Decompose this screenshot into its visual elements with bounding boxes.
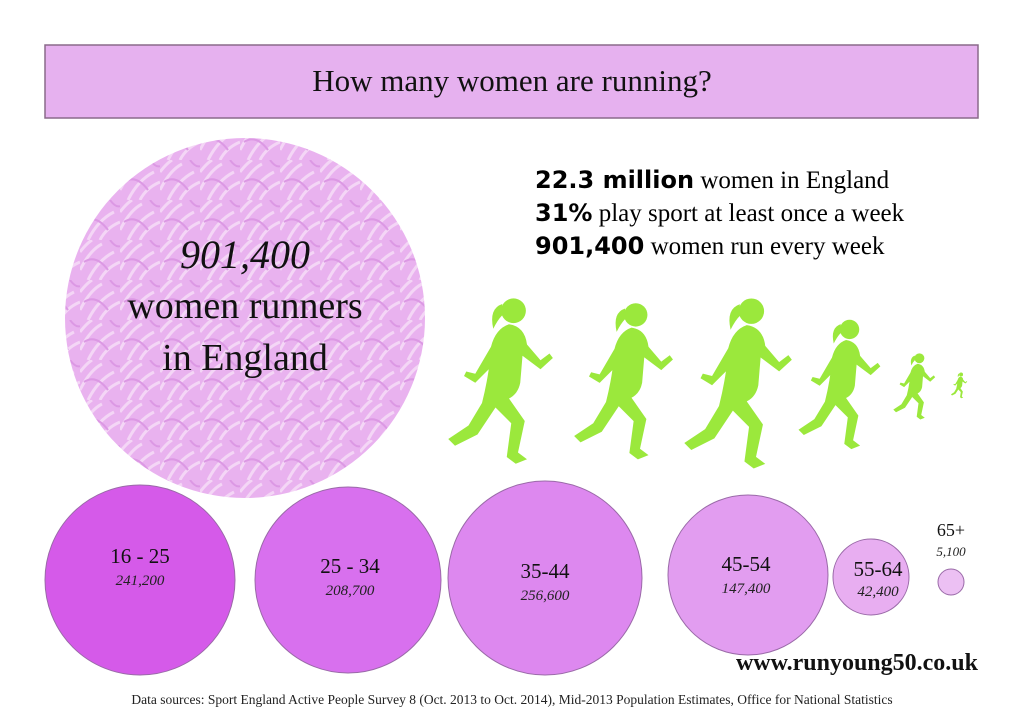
- age-circle: [937, 568, 965, 596]
- age-circle: [667, 494, 829, 656]
- age-label: 65+: [937, 520, 965, 540]
- runner-icon: [798, 319, 881, 450]
- fact: 901,400 women run every week: [535, 232, 885, 260]
- fact: 31% play sport at least once a week: [535, 199, 905, 227]
- runner-icon: [950, 372, 968, 399]
- runner-icon: [574, 303, 673, 460]
- age-circle: [44, 484, 236, 676]
- age-label: 25 - 34: [320, 554, 380, 578]
- headline-line: in England: [162, 337, 328, 379]
- age-count: 208,700: [326, 583, 375, 599]
- headline-line: women runners: [127, 285, 362, 327]
- headline-circle: [65, 138, 425, 498]
- fact-text: women run every week: [651, 233, 885, 260]
- age-count: 5,100: [936, 544, 966, 559]
- age-label: 55-64: [854, 557, 903, 581]
- age-count: 42,400: [857, 584, 899, 600]
- fact-bold: 901,400: [535, 232, 644, 260]
- website: www.runyoung50.co.uk: [736, 650, 979, 676]
- age-circle: [447, 480, 643, 676]
- age-label: 35-44: [521, 559, 570, 583]
- age-circle: [832, 538, 910, 616]
- age-count: 147,400: [722, 581, 771, 597]
- age-label: 45-54: [722, 552, 771, 576]
- fact-bold: 22.3 million: [535, 166, 694, 194]
- fact: 22.3 million women in England: [535, 166, 890, 194]
- runner-icon: [893, 353, 936, 420]
- sources: Data sources: Sport England Active Peopl…: [131, 692, 892, 707]
- age-count: 241,200: [116, 573, 165, 589]
- fact-bold: 31%: [535, 199, 592, 227]
- runner-icon: [448, 298, 553, 464]
- fact-text: women in England: [700, 167, 889, 194]
- age-circle: [254, 486, 442, 674]
- title-bar: [44, 44, 979, 119]
- title: How many women are running?: [312, 63, 711, 98]
- headline-value: 901,400: [180, 232, 310, 277]
- age-count: 256,600: [521, 588, 570, 604]
- runner-icon: [684, 298, 792, 469]
- fact-text: play sport at least once a week: [599, 200, 905, 227]
- age-label: 16 - 25: [110, 544, 170, 568]
